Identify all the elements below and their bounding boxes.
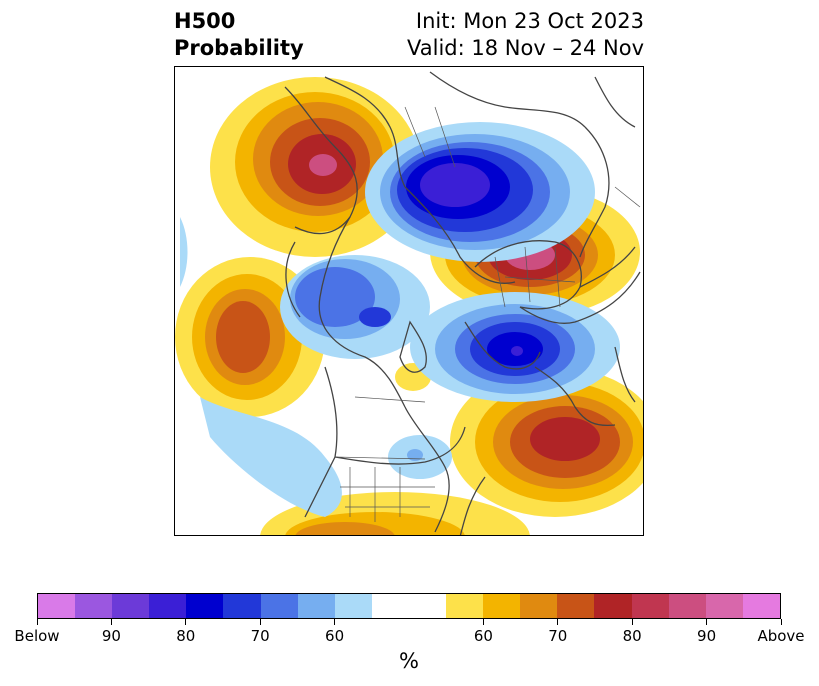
forecast-dates: Init: Mon 23 Oct 2023 Valid: 18 Nov – 24… — [407, 8, 644, 62]
anomaly-below-midwest — [388, 435, 452, 479]
colorbar-tick — [110, 619, 112, 625]
colorbar-segment — [594, 594, 632, 618]
anomaly-below-gulf-of-alaska — [180, 217, 342, 517]
probability-map — [174, 66, 644, 536]
colorbar-segment — [260, 594, 298, 618]
colorbar-tick — [482, 619, 484, 625]
colorbar-tick-label: Above — [757, 627, 805, 645]
colorbar-segment — [705, 594, 743, 618]
valid-range: Valid: 18 Nov – 24 Nov — [407, 36, 644, 60]
colorbar — [37, 593, 781, 619]
political-borders — [334, 106, 641, 522]
colorbar-tick — [334, 619, 336, 625]
colorbar-unit: % — [399, 649, 419, 673]
colorbar-segment — [668, 594, 706, 618]
colorbar-segment — [557, 594, 595, 618]
colorbar-segment — [223, 594, 261, 618]
map-title: H500 Probability — [174, 8, 304, 62]
init-date: Init: Mon 23 Oct 2023 — [415, 9, 644, 33]
anomaly-below-greenland — [410, 292, 620, 402]
colorbar-tick-label: 90 — [697, 627, 717, 645]
colorbar-tick-label: 80 — [176, 627, 196, 645]
anomaly-above-siberia — [210, 77, 420, 257]
colorbar-segment — [75, 594, 113, 618]
anomaly-below-arctic — [365, 122, 595, 262]
anomaly-above-north-atlantic — [450, 367, 643, 517]
colorbar-segment — [631, 594, 669, 618]
colorbar-tick-label: Below — [14, 627, 60, 645]
colorbar-segment — [483, 594, 521, 618]
colorbar-tick — [780, 619, 782, 625]
colorbar-tick — [36, 619, 38, 625]
map-canvas — [175, 67, 643, 535]
colorbar-tick — [259, 619, 261, 625]
colorbar-segment — [186, 594, 224, 618]
colorbar-tick-label: 70 — [548, 627, 568, 645]
colorbar-tick — [631, 619, 633, 625]
colorbar-segment — [112, 594, 150, 618]
colorbar-segment — [371, 594, 447, 618]
colorbar-segment — [742, 594, 780, 618]
colorbar-segment — [149, 594, 187, 618]
title-line-2: Probability — [174, 36, 304, 60]
colorbar-tick — [185, 619, 187, 625]
colorbar-tick-label: 60 — [325, 627, 345, 645]
colorbar-tick-label: 70 — [250, 627, 270, 645]
colorbar-segment — [297, 594, 335, 618]
colorbar-segment — [520, 594, 558, 618]
colorbar-segment — [38, 594, 76, 618]
colorbar-tick-label: 60 — [473, 627, 493, 645]
title-line-1: H500 — [174, 9, 236, 33]
colorbar-tick — [706, 619, 708, 625]
colorbar-tick — [557, 619, 559, 625]
colorbar-segment — [446, 594, 484, 618]
anomaly-below-east-siberia — [280, 255, 430, 359]
colorbar-tick-label: 80 — [622, 627, 642, 645]
colorbar-segment — [334, 594, 372, 618]
colorbar-tick-label: 90 — [101, 627, 121, 645]
